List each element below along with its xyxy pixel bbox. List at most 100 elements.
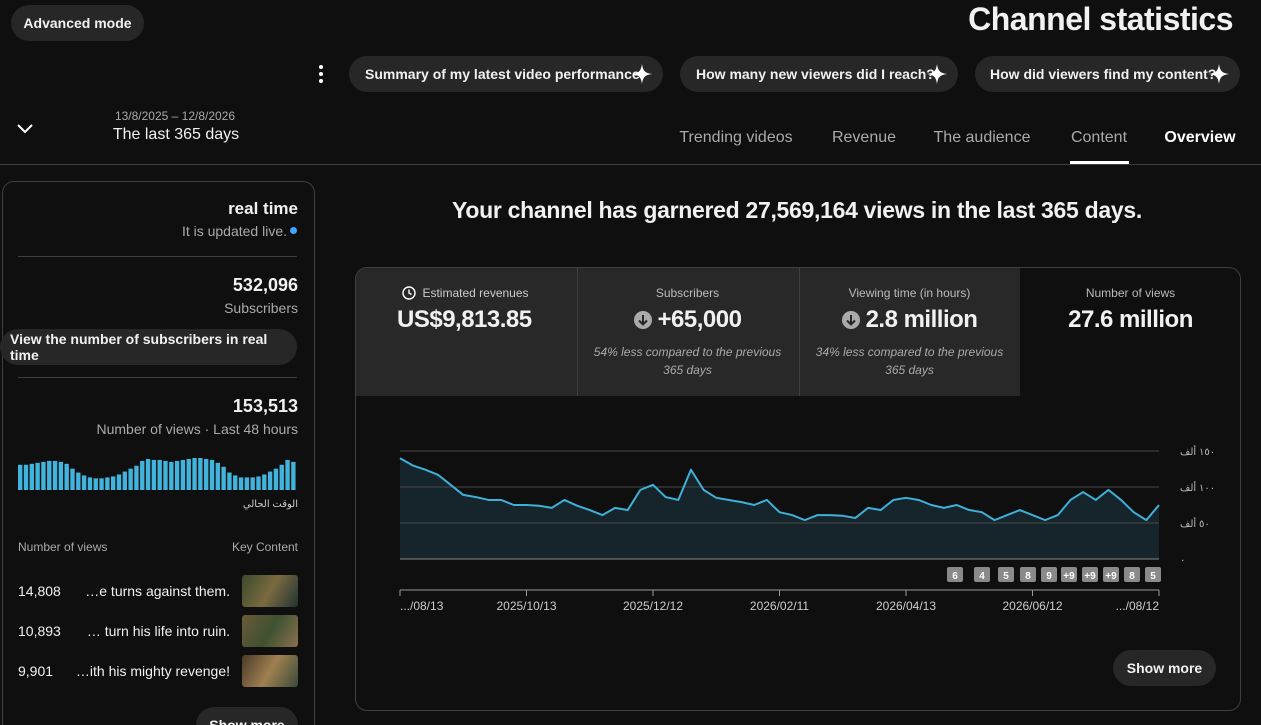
x-tick-label: 2026/04/13 [876, 599, 936, 613]
line [399, 457, 1160, 522]
video-marker [1020, 567, 1036, 582]
metric-tile[interactable]: Viewing time (in hours) 2.8 million 34% … [799, 268, 1020, 395]
video-marker [1041, 567, 1057, 582]
page-title: Channel statistics [968, 1, 1233, 37]
divider [18, 256, 297, 257]
bar [163, 460, 168, 490]
advanced-mode-button[interactable]: Advanced mode [11, 5, 144, 41]
bar [76, 472, 81, 490]
divider [799, 268, 800, 396]
prompt-text: How many new viewers did I reach? [696, 66, 935, 82]
video-marker-label: 9 [1046, 571, 1052, 582]
realtime-note: It is updated live. [181, 223, 287, 239]
bar [23, 464, 29, 490]
metric-tile[interactable]: Estimated revenues US$9,813.85 [355, 268, 576, 395]
video-marker-label: 4 [979, 571, 985, 582]
bar [41, 461, 46, 490]
sidebar-card [2, 181, 315, 725]
tab[interactable]: The audience [933, 129, 1031, 146]
prompt-chip[interactable]: How did viewers find my content? [975, 56, 1240, 92]
prompt-chip[interactable]: How many new viewers did I reach? [680, 56, 958, 92]
bar [64, 463, 69, 490]
bar [273, 468, 279, 490]
content-row[interactable]: 14,808 …e turns against them. [18, 575, 298, 607]
video-marker [947, 567, 963, 582]
bar [180, 459, 186, 490]
bar [70, 468, 75, 490]
bar [285, 459, 290, 490]
realtime-subscribers-button[interactable]: View the number of subscribers in real t… [0, 329, 297, 365]
subscriber-label: Subscribers [224, 300, 298, 316]
views-count: 153,513 [232, 396, 298, 416]
metric-title: Number of views [1085, 286, 1176, 300]
x-tick-label: .../08/13 [400, 599, 444, 613]
video-marker [1124, 567, 1140, 582]
video-marker [1145, 567, 1161, 582]
tab[interactable]: Trending videos [679, 129, 793, 146]
bar [35, 462, 40, 490]
show-more-button[interactable]: Show more [196, 707, 298, 725]
tile-background [356, 268, 1020, 396]
thumbnail [242, 575, 298, 607]
bar [174, 460, 180, 490]
bar [111, 476, 116, 490]
tab[interactable]: Content [1070, 129, 1128, 146]
x-tick-label: .../08/12 [1116, 599, 1160, 613]
metric-value: 2.8 million [865, 306, 978, 333]
column-header: Key Content [231, 540, 298, 554]
show-more-button[interactable]: Show more [1113, 650, 1216, 686]
bar [233, 475, 238, 490]
more-menu[interactable] [314, 64, 328, 84]
live-dot [290, 227, 297, 234]
bar [134, 465, 139, 490]
prompt-chip[interactable]: Summary of my latest video performance [349, 56, 663, 92]
metric-tile[interactable]: Number of views 27.6 million [1020, 268, 1241, 395]
bar [145, 458, 151, 490]
video-marker-label: 5 [1150, 571, 1156, 582]
content-title: …ith his mighty revenge! [75, 663, 230, 679]
bar [215, 462, 220, 490]
bar [99, 478, 104, 490]
bar [18, 464, 23, 490]
sparkle-icon [927, 64, 947, 84]
metric-value: US$9,813.85 [397, 306, 532, 333]
metric-note: 54% less compared to the previous 365 da… [593, 345, 782, 377]
bar [52, 460, 58, 490]
bar [151, 459, 157, 490]
thumbnail [242, 615, 298, 647]
bar [169, 461, 174, 490]
content-views: 9,901 [18, 663, 54, 679]
tab[interactable]: Revenue [831, 129, 897, 146]
tab[interactable]: Overview [1164, 129, 1236, 146]
video-marker [998, 567, 1014, 582]
tab-underline [1070, 161, 1129, 164]
video-marker-label: +9 [1063, 571, 1075, 582]
y-tick-label: ٥٠ ألف [1180, 517, 1210, 530]
metric-tile[interactable]: Subscribers +65,000 54% less compared to… [577, 268, 798, 395]
bar [262, 474, 267, 490]
period-dropdown[interactable] [16, 122, 34, 136]
video-marker-label: +9 [1105, 571, 1117, 582]
bar [186, 458, 191, 490]
chart-now-label: الوقت الحالي [242, 499, 298, 510]
thumbnail [242, 655, 298, 687]
prompt-text: How did viewers find my content? [990, 66, 1217, 82]
video-marker [974, 567, 990, 582]
bar [58, 461, 64, 490]
bar [81, 475, 87, 490]
realtime-title: real time [228, 199, 298, 218]
headline: Your channel has garnered 27,569,164 vie… [452, 197, 1142, 223]
divider [0, 164, 1261, 165]
content-row[interactable]: 9,901 …ith his mighty revenge! [18, 655, 298, 687]
bar [256, 476, 261, 490]
hourly-views-chart [18, 458, 296, 490]
y-tick-label: ٠ [1180, 555, 1185, 566]
content-row[interactable]: 10,893 … turn his life into ruin. [18, 615, 298, 647]
bar [192, 458, 197, 490]
bar [244, 477, 250, 490]
bar [227, 472, 232, 490]
bar [122, 471, 127, 490]
metric-value: 27.6 million [1068, 306, 1193, 333]
